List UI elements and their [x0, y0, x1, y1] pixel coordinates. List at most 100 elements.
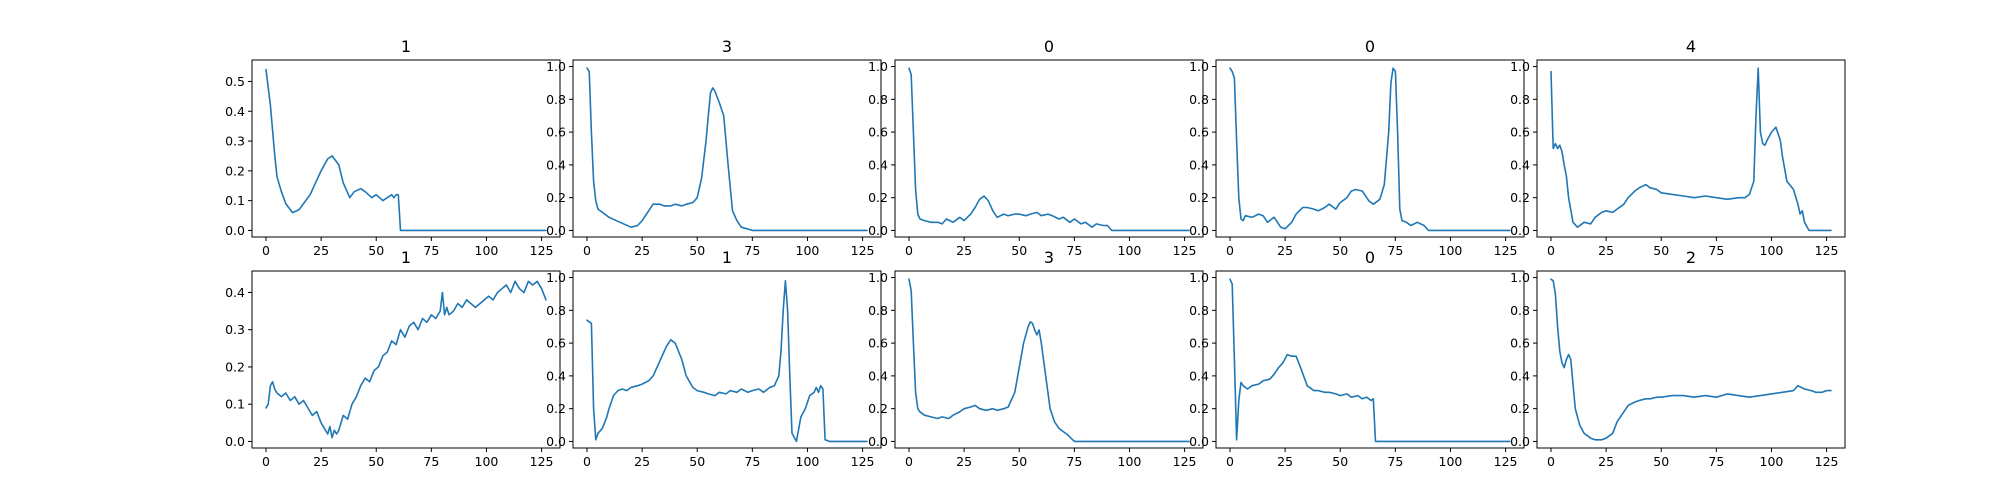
x-tick-label: 75 — [423, 454, 439, 469]
y-tick-label: 0.6 — [1189, 125, 1209, 140]
x-tick-label: 75 — [1066, 454, 1082, 469]
axes-frame — [572, 59, 882, 238]
y-tick-label: 0.6 — [1189, 336, 1209, 351]
y-tick-label: 0.4 — [225, 285, 245, 300]
x-tick-label: 100 — [475, 243, 499, 258]
axes-frame — [572, 270, 882, 449]
y-tick-label: 1.0 — [1189, 270, 1209, 285]
y-tick-label: 0.2 — [225, 163, 245, 178]
x-tick-label: 125 — [530, 454, 554, 469]
subplot-3: 0 0 25 50 75 100 125 0.0 0.2 0.4 0.6 0.8 1.0 — [868, 37, 1204, 258]
y-tick-label: 0.6 — [868, 336, 888, 351]
x-tick-label: 125 — [1173, 454, 1197, 469]
subplot-title: 4 — [1686, 37, 1696, 56]
subplot-5: 4 0 25 50 75 100 125 0.0 0.2 0.4 0.6 0.8 1.0 — [1510, 37, 1846, 258]
y-tick-label: 0.8 — [1189, 92, 1209, 107]
series-line — [1229, 278, 1511, 443]
x-tick-label: 25 — [1598, 243, 1614, 258]
axes-frame — [1215, 270, 1525, 449]
axes-frame — [1215, 59, 1525, 238]
subplot-title: 1 — [401, 37, 411, 56]
y-tick-label: 0.8 — [1189, 303, 1209, 318]
x-tick-label: 100 — [1439, 454, 1463, 469]
y-tick-label: 0.0 — [1189, 434, 1209, 449]
y-tick-label: 0.0 — [546, 223, 566, 238]
x-tick-label: 75 — [1066, 243, 1082, 258]
y-tick-label: 0.4 — [546, 157, 566, 172]
y-tick-label: 1.0 — [868, 270, 888, 285]
x-tick-label: 0 — [583, 243, 591, 258]
axes-frame — [1536, 59, 1846, 238]
x-tick-label: 100 — [1118, 454, 1142, 469]
x-tick-label: 100 — [1760, 243, 1784, 258]
subplot-title: 0 — [1044, 37, 1054, 56]
y-tick-label: 0.0 — [868, 434, 888, 449]
y-tick-label: 0.4 — [225, 104, 245, 119]
y-tick-label: 0.4 — [1189, 157, 1209, 172]
subplot-title: 3 — [722, 37, 732, 56]
y-tick-label: 0.8 — [546, 92, 566, 107]
series-line — [1550, 278, 1832, 441]
y-tick-label: 0.0 — [1189, 223, 1209, 238]
y-tick-label: 0.2 — [1510, 190, 1530, 205]
x-tick-label: 50 — [368, 243, 384, 258]
y-tick-label: 0.4 — [1510, 368, 1530, 383]
y-tick-label: 0.2 — [225, 359, 245, 374]
y-tick-label: 0.0 — [225, 434, 245, 449]
axes-frame — [1536, 270, 1846, 449]
y-tick-label: 0.2 — [546, 401, 566, 416]
series-line — [265, 280, 547, 439]
subplot-7: 1 0 25 50 75 100 125 0.0 0.2 0.4 0.6 0.8 1.0 — [546, 248, 882, 469]
y-tick-label: 1.0 — [1510, 59, 1530, 74]
x-tick-label: 75 — [1708, 454, 1724, 469]
x-tick-label: 50 — [1332, 454, 1348, 469]
series-line — [1550, 67, 1832, 232]
x-tick-label: 125 — [1173, 243, 1197, 258]
x-tick-label: 75 — [744, 454, 760, 469]
y-tick-label: 0.1 — [225, 397, 245, 412]
axes-frame — [251, 270, 561, 449]
series-line — [908, 278, 1190, 443]
series-line — [586, 67, 868, 232]
x-tick-label: 50 — [1332, 243, 1348, 258]
y-tick-label: 0.3 — [225, 134, 245, 149]
x-tick-label: 75 — [1387, 454, 1403, 469]
x-tick-label: 125 — [1494, 243, 1518, 258]
x-tick-label: 125 — [530, 243, 554, 258]
subplot-title: 2 — [1686, 248, 1696, 267]
x-tick-label: 0 — [1226, 454, 1234, 469]
y-tick-label: 0.6 — [546, 125, 566, 140]
y-tick-label: 0.8 — [1510, 92, 1530, 107]
y-tick-label: 0.4 — [868, 157, 888, 172]
subplot-title: 3 — [1044, 248, 1054, 267]
x-tick-label: 100 — [1439, 243, 1463, 258]
y-tick-label: 0.0 — [1510, 434, 1530, 449]
subplot-9: 0 0 25 50 75 100 125 0.0 0.2 0.4 0.6 0.8 1.0 — [1189, 248, 1525, 469]
subplot-6: 1 0 25 50 75 100 125 0.0 0.1 0.2 0.3 0.4 — [225, 248, 561, 469]
y-tick-label: 0.8 — [868, 92, 888, 107]
x-tick-label: 25 — [1277, 243, 1293, 258]
y-tick-label: 0.3 — [225, 322, 245, 337]
y-tick-label: 0.0 — [1510, 223, 1530, 238]
y-tick-label: 0.2 — [1189, 190, 1209, 205]
x-tick-label: 100 — [1118, 243, 1142, 258]
x-tick-label: 50 — [1653, 454, 1669, 469]
x-tick-label: 50 — [368, 454, 384, 469]
y-tick-label: 0.0 — [225, 223, 245, 238]
x-tick-label: 25 — [634, 243, 650, 258]
series-line — [1229, 67, 1511, 232]
x-tick-label: 75 — [1708, 243, 1724, 258]
series-line — [908, 67, 1190, 232]
x-tick-label: 125 — [851, 454, 875, 469]
x-tick-label: 125 — [1815, 454, 1839, 469]
subplot-4: 0 0 25 50 75 100 125 0.0 0.2 0.4 0.6 0.8 1.0 — [1189, 37, 1525, 258]
subplot-10: 2 0 25 50 75 100 125 0.0 0.2 0.4 0.6 0.8 1.0 — [1510, 248, 1846, 469]
subplot-1: 1 0 25 50 75 100 125 0.0 0.1 0.2 0.3 0.4 0.5 — [225, 37, 561, 258]
x-tick-label: 100 — [1760, 454, 1784, 469]
y-tick-label: 0.6 — [868, 125, 888, 140]
y-tick-label: 0.5 — [225, 74, 245, 89]
subplot-title: 1 — [401, 248, 411, 267]
x-tick-label: 75 — [423, 243, 439, 258]
x-tick-label: 25 — [956, 243, 972, 258]
